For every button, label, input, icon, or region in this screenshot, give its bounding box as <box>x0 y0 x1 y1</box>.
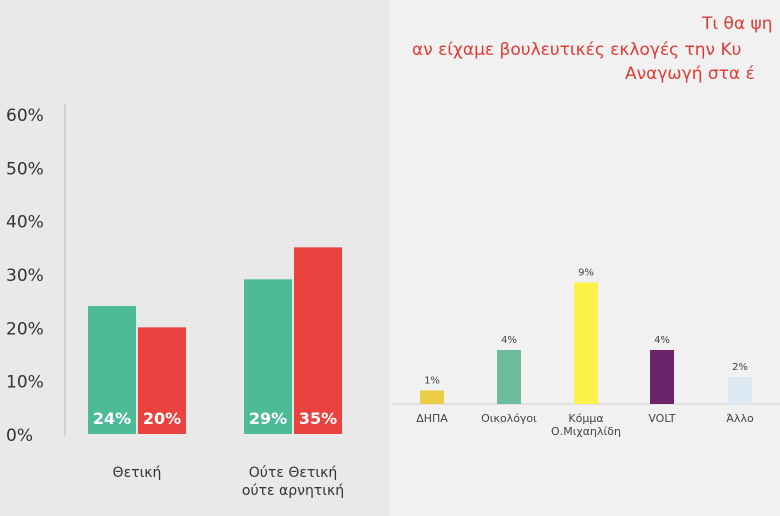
chart-title-line-2: αν είχαμε βουλευτικές εκλογές την Κυ <box>412 40 742 60</box>
left-category-label: Ούτε Θετική <box>249 465 337 481</box>
left-y-tick-label: 0% <box>6 426 33 446</box>
right-bar <box>420 390 444 404</box>
chart-title-line-3: Αναγωγή στα έ <box>625 64 755 84</box>
right-bar-data-label: 4% <box>501 335 517 346</box>
left-y-tick-label: 50% <box>6 159 44 179</box>
left-bar-data-label: 35% <box>299 409 337 428</box>
left-bar <box>294 247 342 434</box>
left-bar-data-label: 29% <box>249 409 287 428</box>
right-bar <box>650 350 674 404</box>
left-y-tick-label: 10% <box>6 373 44 393</box>
right-bar <box>574 282 598 404</box>
left-bar <box>244 279 292 434</box>
left-bar <box>88 306 136 434</box>
left-bar-chart: 0% 10% 20% 30% 40% 50% 60% 24% 20% Θετική 29% 35% Ού… <box>6 104 344 499</box>
right-category-label: ΔΗΠΑ <box>416 412 448 425</box>
right-category-label: Κόμμα <box>568 412 603 425</box>
right-category-label: VOLT <box>648 412 676 425</box>
chart-title-line-1: Τι θα ψη <box>702 14 773 34</box>
right-bar-data-label: 9% <box>578 268 594 279</box>
right-category-label: Οικολόγοι <box>481 412 537 425</box>
right-bar-data-label: 2% <box>732 362 748 373</box>
right-category-label: Άλλο <box>726 412 754 425</box>
right-bar-data-label: 4% <box>654 335 670 346</box>
left-bar-data-label: 20% <box>143 409 181 428</box>
left-category-label: Θετική <box>113 465 162 481</box>
left-y-tick-label: 60% <box>6 106 44 126</box>
left-category-label: ούτε αρνητική <box>242 483 344 499</box>
left-bar <box>138 327 186 434</box>
right-category-label: Ο.Μιχαηλίδη <box>551 425 621 438</box>
right-bar-data-label: 1% <box>424 376 440 387</box>
left-bar-data-label: 24% <box>93 409 131 428</box>
left-y-tick-label: 30% <box>6 266 44 286</box>
right-bar <box>497 350 521 404</box>
right-bar <box>728 377 752 404</box>
right-panel-background <box>390 0 780 516</box>
left-y-tick-label: 40% <box>6 213 44 233</box>
left-y-tick-label: 20% <box>6 319 44 339</box>
